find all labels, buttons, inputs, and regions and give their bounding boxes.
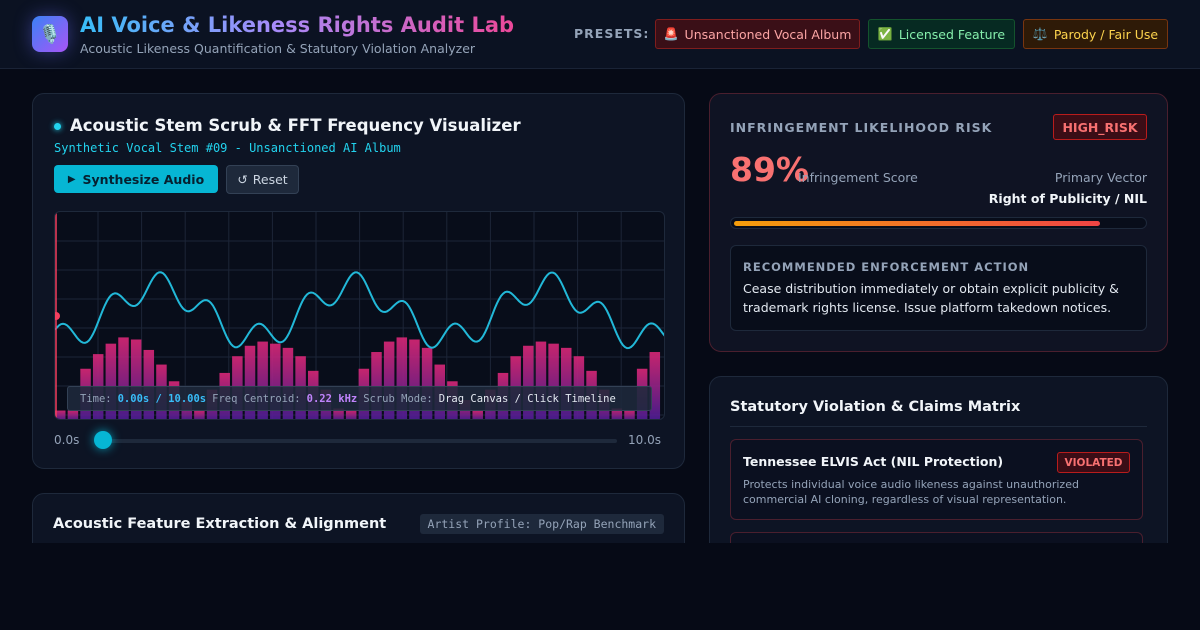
spectrum-bar [55, 410, 66, 419]
feature-panel-title: Acoustic Feature Extraction & Alignment [53, 516, 387, 532]
fft-panel-title: Acoustic Stem Scrub & FFT Frequency Visu… [70, 116, 521, 135]
artist-profile-badge: Artist Profile: Pop/Rap Benchmark [419, 514, 664, 534]
preset-licensed-feature-button[interactable]: ✅ Licensed Feature [868, 19, 1015, 49]
reset-button[interactable]: ↺ Reset [226, 165, 299, 194]
check-icon: ✅ [877, 27, 893, 41]
reset-label: Reset [252, 172, 288, 187]
spectrum-bar [244, 345, 256, 419]
freq-label: Freq Centroid: [212, 392, 301, 405]
playback-info-bar: Time: 0.00s / 10.00s Freq Centroid: 0.22… [67, 386, 652, 411]
microphone-icon: 🎙️ [32, 16, 68, 52]
risk-panel: INFRINGEMENT LIKELIHOOD RISK HIGH_RISK 8… [709, 93, 1168, 352]
preset-label: Licensed Feature [898, 26, 1006, 42]
fft-canvas[interactable]: Time: 0.00s / 10.00s Freq Centroid: 0.22… [54, 211, 665, 420]
status-dot-icon [54, 123, 61, 130]
synthesize-label: Synthesize Audio [82, 171, 205, 187]
claim-item[interactable]: Tennessee ELVIS Act (NIL Protection) VIO… [730, 439, 1143, 520]
spectrum-bar [561, 347, 572, 419]
synthesize-audio-button[interactable]: ▶ Synthesize Audio [54, 165, 218, 193]
preset-unsanctioned-vocal-album-button[interactable]: 🚨 Unsanctioned Vocal Album [655, 19, 860, 49]
scales-icon: ⚖️ [1032, 27, 1048, 41]
spectrum-bar [371, 352, 382, 419]
spectrum-bar [649, 352, 661, 419]
preset-parody-fair-use-button[interactable]: ⚖️ Parody / Fair Use [1023, 19, 1168, 49]
spectrum-bar [143, 349, 155, 419]
spectrum-bar [421, 347, 433, 419]
spectrum-bar [345, 410, 357, 419]
spectrum-bar [535, 341, 547, 419]
spectrum-bar [270, 343, 281, 419]
risk-progress-fill [734, 221, 1100, 226]
spectrum-bar [118, 337, 129, 419]
primary-vector-label: Primary Vector [1054, 170, 1147, 185]
fft-visualizer-panel: Acoustic Stem Scrub & FFT Frequency Visu… [32, 93, 685, 469]
spectrum-bar [383, 341, 395, 419]
timeline-end-label: 10.0s [628, 433, 661, 447]
playhead-marker[interactable] [55, 312, 60, 320]
enforcement-action-label: RECOMMENDED ENFORCEMENT ACTION [743, 260, 1030, 274]
risk-label: INFRINGEMENT LIKELIHOOD RISK [730, 120, 993, 135]
matrix-title: Statutory Violation & Claims Matrix [730, 399, 1021, 415]
enforcement-action-text: Cease distribution immediately or obtain… [743, 281, 1119, 315]
viewport-cutoff [0, 543, 1200, 630]
spectrum-bar [611, 408, 623, 419]
risk-badge: HIGH_RISK [1053, 114, 1147, 140]
spectrum-bar [333, 408, 344, 419]
spectrum-bar [67, 410, 79, 419]
spectrum-bar [105, 343, 117, 419]
mode-value: Drag Canvas / Click Timeline [438, 392, 616, 405]
mode-label: Scrub Mode: [363, 392, 433, 405]
spectrum-bar [409, 339, 420, 419]
spectrum-bar [472, 410, 483, 419]
divider [730, 426, 1147, 427]
spectrum-bar [282, 347, 294, 419]
timeline-slider[interactable] [103, 439, 617, 443]
enforcement-action-box: RECOMMENDED ENFORCEMENT ACTION Cease dis… [730, 245, 1147, 331]
risk-score-label: Infringement Score [798, 170, 918, 185]
stem-name: Synthetic Vocal Stem #09 - Unsanctioned … [54, 141, 401, 155]
spectrum-bar [396, 337, 408, 419]
reset-icon: ↺ [237, 172, 248, 187]
spectrum-bar [257, 341, 268, 419]
risk-progress-bar [730, 217, 1147, 229]
timeline-start-label: 0.0s [54, 433, 80, 447]
siren-icon: 🚨 [663, 27, 679, 41]
app-header: 🎙️ AI Voice & Likeness Rights Audit Lab … [0, 0, 1200, 69]
spectrum-bar [523, 345, 534, 419]
spectrum-bar [194, 410, 205, 419]
spectrum-bar [130, 339, 142, 419]
play-icon: ▶ [67, 173, 76, 185]
claim-title: Tennessee ELVIS Act (NIL Protection) [743, 454, 1004, 469]
app-subtitle: Acoustic Likeness Quantification & Statu… [80, 41, 476, 56]
risk-score: 89% [730, 150, 809, 189]
time-label: Time: [80, 392, 112, 405]
claim-description: Protects individual voice audio likeness… [743, 478, 1079, 506]
preset-label: Unsanctioned Vocal Album [684, 26, 852, 42]
timeline-thumb[interactable] [94, 431, 112, 449]
preset-label: Parody / Fair Use [1053, 26, 1159, 42]
presets-label: PRESETS: [574, 26, 650, 41]
primary-vector-value: Right of Publicity / NIL [988, 191, 1147, 206]
spectrum-bar [624, 410, 635, 419]
freq-value: 0.22 kHz [306, 392, 358, 405]
claim-status-badge: VIOLATED [1057, 452, 1130, 473]
spectrum-bar [548, 343, 559, 419]
waveform-line [55, 271, 664, 350]
app-title: AI Voice & Likeness Rights Audit Lab [80, 13, 515, 37]
time-value: 0.00s / 10.00s [117, 392, 207, 405]
